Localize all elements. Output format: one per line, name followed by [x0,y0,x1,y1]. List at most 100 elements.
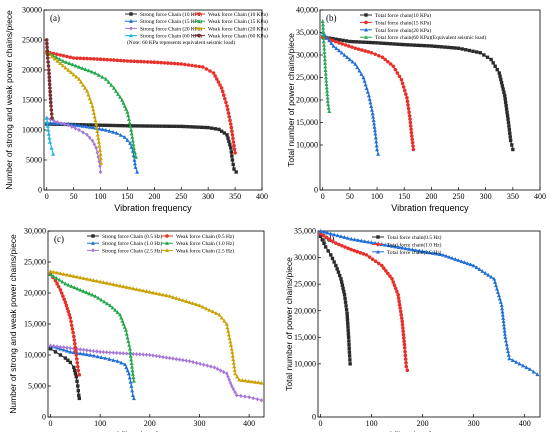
data-point [400,81,405,86]
data-point [508,135,512,139]
data-point [77,393,81,397]
data-point [505,114,510,118]
data-point [369,107,374,112]
data-point [365,89,370,94]
data-point [51,51,56,56]
data-point [502,90,506,94]
data-point [344,307,349,312]
data-point [226,328,231,333]
data-point [76,64,81,69]
data-point [169,124,173,128]
data-point [72,334,76,339]
data-point [48,100,53,105]
data-point [98,151,103,156]
data-point [325,99,330,103]
data-point [46,60,50,64]
legend-entry: Strong force Chain (2.5 Hz) [102,247,163,254]
data-point [187,359,192,364]
data-point [324,78,329,83]
data-point [126,113,131,118]
data-point [402,346,407,350]
data-point [504,103,508,108]
data-point [346,335,351,339]
data-point [367,255,372,259]
legend-entry: Strong force Chain (0.5 Hz) [102,233,163,240]
data-point [78,275,83,280]
data-point [399,312,403,317]
data-point [88,135,92,140]
data-point [134,287,139,291]
data-point [127,120,132,125]
data-point [78,347,82,352]
data-point [231,140,236,144]
series-1 [44,120,140,174]
data-point [59,291,64,295]
data-point [75,286,80,291]
data-point [408,120,413,125]
data-point [507,124,511,128]
data-point [49,104,53,108]
data-point [63,65,68,70]
data-point [171,356,175,361]
data-point [339,50,344,55]
legend-marker [129,33,133,38]
data-point [60,63,65,68]
data-point [108,303,113,308]
data-point [323,68,328,72]
data-point [189,125,194,129]
data-point [61,271,66,276]
data-point [48,93,53,97]
data-point [402,88,407,93]
x-tick-label: 300 [480,192,492,201]
data-point [45,52,50,57]
data-point [355,238,360,242]
x-tick-label: 100 [371,192,383,201]
data-point [95,150,99,155]
data-point [210,309,215,314]
legend-entry: Weak force Chain (1.0 Hz) [176,240,234,247]
data-point [85,348,89,353]
y-tick-label: 30,000 [296,51,318,60]
data-point [372,241,377,245]
data-point [172,124,177,129]
data-point [429,44,434,48]
data-point [73,63,78,68]
data-point [164,293,169,298]
data-point [344,304,348,308]
data-point [239,393,243,399]
data-point [84,124,89,129]
data-point [358,40,362,44]
data-point [207,307,212,312]
data-point [55,120,60,125]
data-point [119,315,124,320]
data-point [81,347,86,353]
data-point [217,312,222,317]
data-point [86,92,91,97]
data-point [105,301,110,306]
data-point [130,393,135,397]
data-point [138,352,142,357]
data-point [94,278,99,283]
data-point [229,125,234,130]
panel-3: 0 100 200 300 400 0 10,000 15,000 20,000 25,000 30… [284,227,541,432]
data-point [366,239,371,244]
data-point [193,125,197,129]
data-point [259,398,264,403]
data-point [350,45,354,49]
data-point [375,41,379,45]
data-point [235,374,240,379]
data-point [48,86,52,90]
data-point [126,117,131,121]
series-7 [44,38,54,120]
x-tick-label: 350 [229,192,241,201]
data-point [142,124,146,128]
data-point [497,296,502,301]
data-point [204,67,209,71]
data-point [86,68,91,73]
data-point [482,53,486,57]
data-point [102,57,106,62]
data-point [127,375,132,380]
data-point [504,107,509,111]
data-point [114,130,119,135]
legend-entry: Strong force Chain (1.0 Hz) [102,240,163,247]
